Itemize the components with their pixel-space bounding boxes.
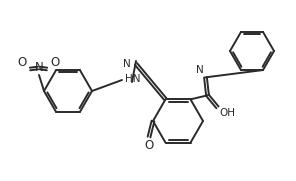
Text: N: N [196,65,204,75]
Text: N: N [35,61,44,74]
Text: OH: OH [220,108,236,118]
Text: HN: HN [125,74,141,84]
Text: N: N [123,59,131,69]
Text: O: O [144,139,154,152]
Text: O: O [18,56,27,69]
Text: O: O [50,56,59,69]
